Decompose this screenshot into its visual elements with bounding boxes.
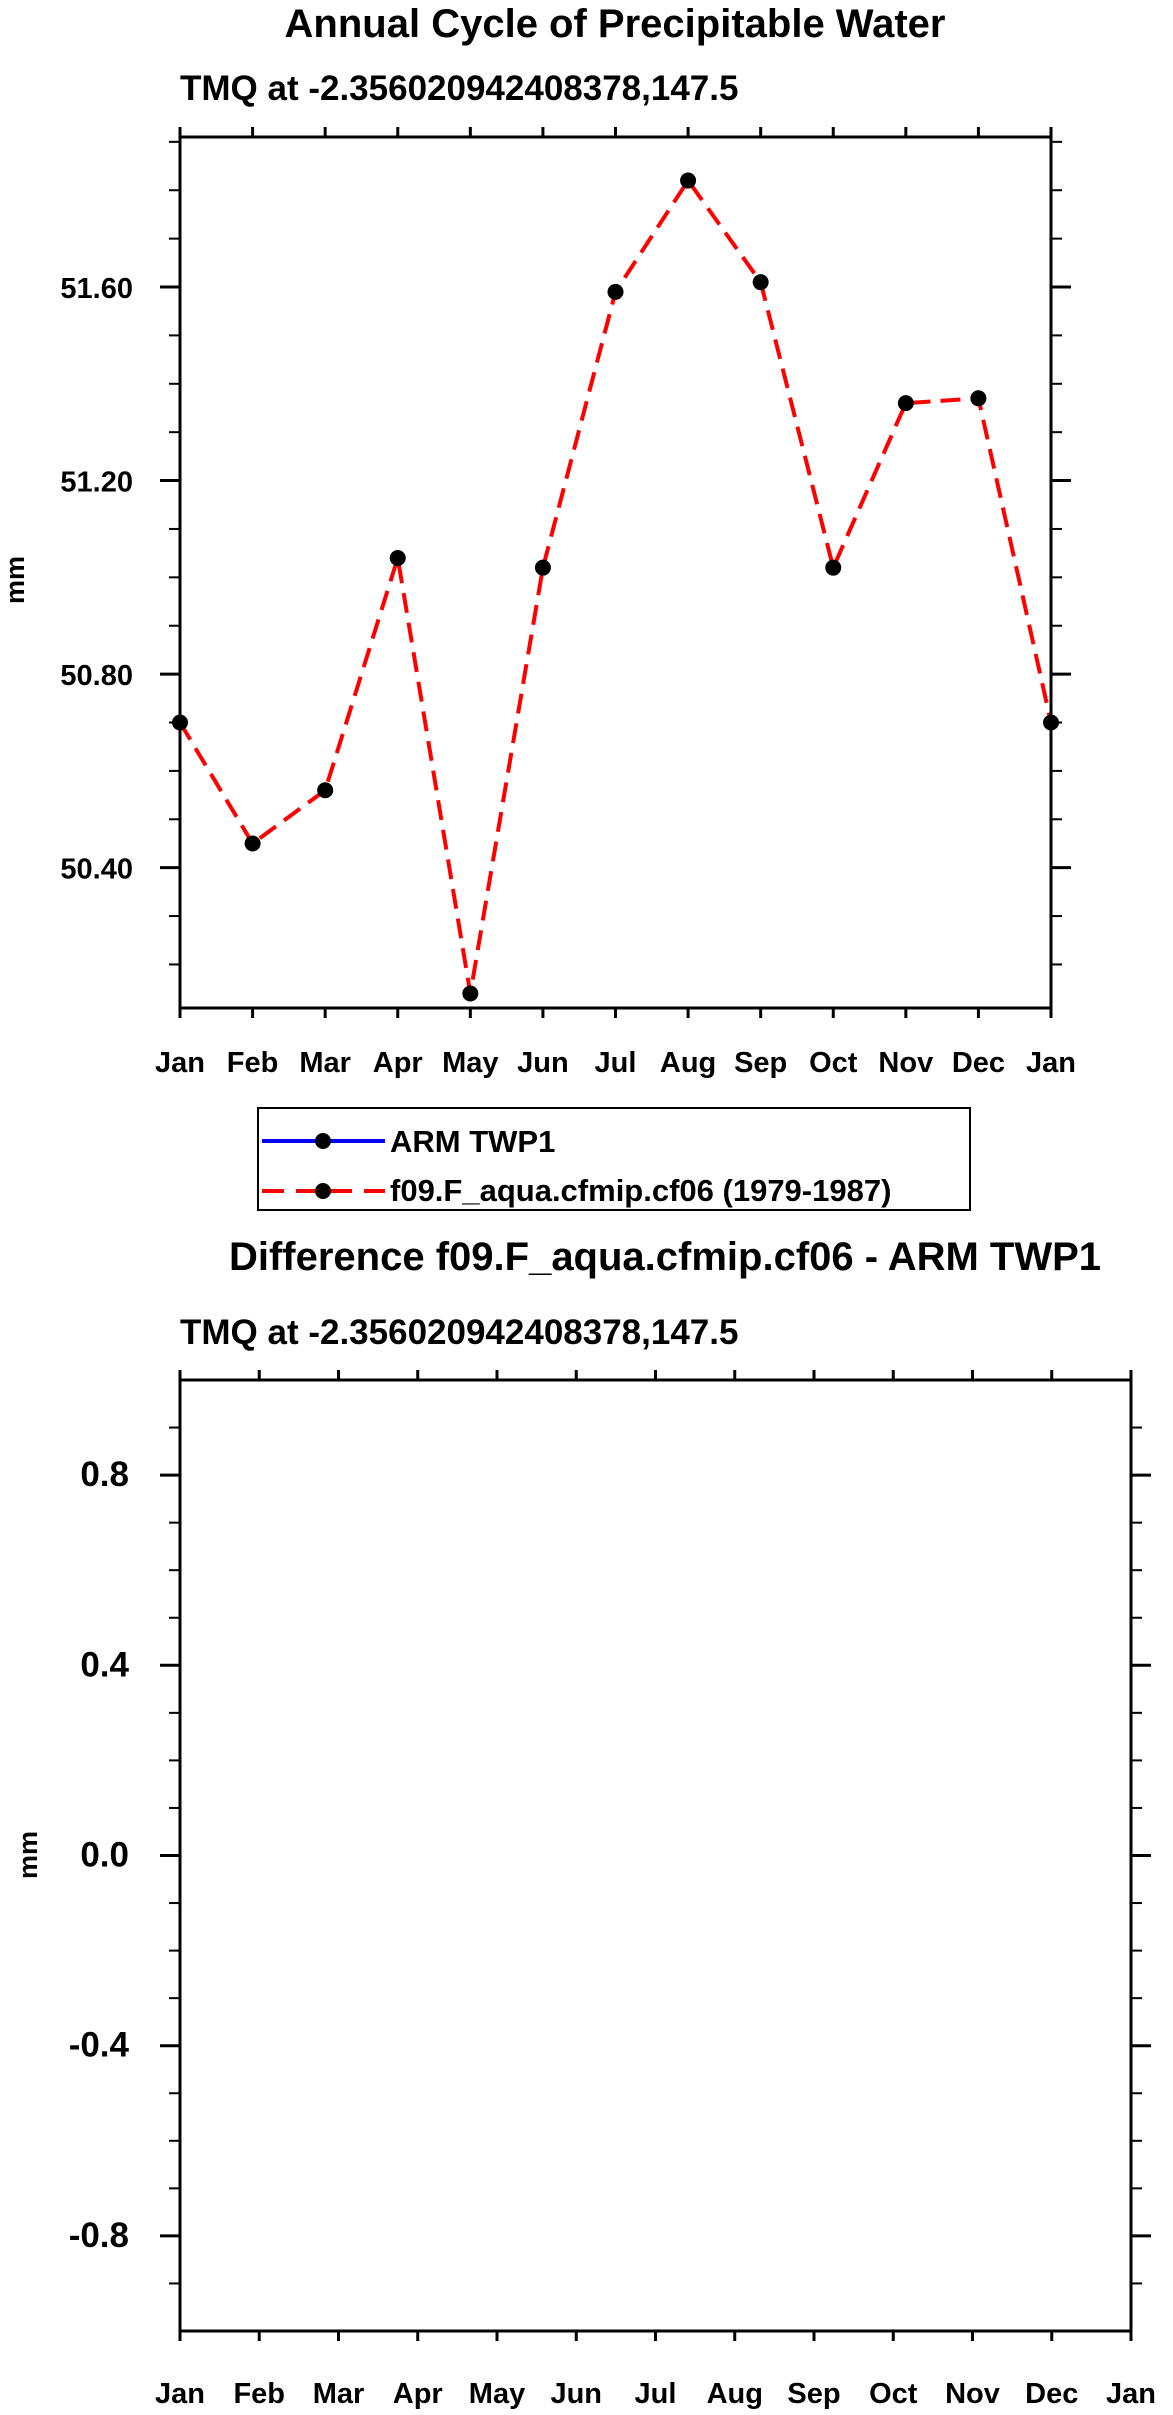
data-point: [680, 172, 697, 189]
legend-entry-arm-twp1: ARM TWP1: [262, 1124, 555, 1159]
x-tick-label: Apr: [373, 1047, 423, 1079]
data-point: [534, 559, 551, 576]
data-point: [607, 283, 624, 300]
y-tick-label: -0.8: [69, 2216, 129, 2255]
x-tick-label: Nov: [878, 1047, 933, 1079]
y-tick-label: -0.4: [69, 2026, 130, 2065]
chart1-plot-frame: [178, 135, 1053, 1010]
x-tick-label: Jul: [595, 1047, 637, 1079]
x-tick-label: May: [469, 2378, 525, 2410]
data-point: [389, 549, 406, 566]
chart2-x-tick-labels: Jan Feb Mar Apr May Jun Jul Aug Sep Oct Nov Dec Jan: [155, 2378, 1156, 2410]
y-tick-label: 50.40: [60, 854, 133, 886]
x-tick-label: Oct: [809, 1047, 858, 1079]
chart1-ticks: [160, 127, 1071, 1018]
x-tick-label: May: [442, 1047, 498, 1079]
y-tick-label: 0.0: [80, 1836, 129, 1875]
x-tick-label: Jun: [550, 2378, 602, 2410]
x-tick-label: Nov: [945, 2378, 1000, 2410]
y-tick-label: 50.80: [60, 660, 133, 692]
legend: ARM TWP1 f09.F_aqua.cfmip.cf06 (1979-198…: [257, 1107, 971, 1211]
x-tick-label: Sep: [787, 2378, 840, 2410]
x-tick-label: Jan: [155, 2378, 205, 2410]
chart-difference: Difference f09.F_aqua.cfmip.cf06 - ARM T…: [13, 1235, 1156, 2410]
x-tick-label: Jul: [635, 2378, 677, 2410]
chart1-y-tick-labels: 50.40 50.80 51.20 51.60: [60, 273, 133, 886]
y-tick-label: 0.4: [80, 1645, 129, 1684]
data-point: [244, 835, 261, 852]
legend-entry-model: f09.F_aqua.cfmip.cf06 (1979-1987): [262, 1173, 891, 1208]
chart1-title: Annual Cycle of Precipitable Water: [285, 2, 946, 46]
x-tick-label: Aug: [660, 1047, 716, 1079]
x-tick-label: Dec: [1025, 2378, 1078, 2410]
x-tick-label: Aug: [707, 2378, 763, 2410]
x-tick-label: Jan: [1106, 2378, 1156, 2410]
legend-marker-arm-twp1: [315, 1133, 331, 1149]
chart2-ylabel: mm: [13, 1831, 43, 1879]
chart2-y-tick-labels: -0.8 -0.4 0.0 0.4 0.8: [69, 1455, 130, 2255]
x-tick-label: Oct: [869, 2378, 918, 2410]
chart1-subtitle: TMQ at -2.356020942408378,147.5: [180, 69, 738, 108]
legend-marker-model: [315, 1183, 331, 1199]
chart-annual-cycle: Annual Cycle of Precipitable Water TMQ a…: [0, 2, 1076, 1079]
data-point: [970, 390, 987, 407]
legend-label-model: f09.F_aqua.cfmip.cf06 (1979-1987): [390, 1173, 891, 1208]
x-tick-label: Mar: [313, 2378, 365, 2410]
chart1-x-tick-labels: Jan Feb Mar Apr May Jun Jul Aug Sep Oct Nov Dec Jan: [155, 1047, 1076, 1079]
series-line-1: [178, 177, 1053, 994]
data-point: [897, 395, 914, 412]
legend-label-arm-twp1: ARM TWP1: [390, 1124, 555, 1159]
data-point: [752, 274, 769, 291]
x-tick-label: Jun: [517, 1047, 569, 1079]
data-point: [462, 985, 479, 1002]
x-tick-label: Jan: [1026, 1047, 1076, 1079]
x-tick-label: Sep: [734, 1047, 787, 1079]
x-tick-label: Dec: [952, 1047, 1005, 1079]
chart1-ylabel: mm: [0, 556, 30, 604]
y-tick-label: 51.20: [60, 467, 133, 499]
x-tick-label: Apr: [393, 2378, 443, 2410]
chart1-series: [172, 172, 1059, 1002]
x-tick-label: Mar: [299, 1047, 351, 1079]
chart2-plot-frame: [178, 1378, 1133, 2333]
data-point: [825, 559, 842, 576]
data-point: [317, 782, 334, 799]
x-tick-label: Feb: [227, 1047, 279, 1079]
y-tick-label: 51.60: [60, 273, 133, 305]
x-tick-label: Feb: [233, 2378, 285, 2410]
y-tick-label: 0.8: [80, 1455, 129, 1494]
chart2-title: Difference f09.F_aqua.cfmip.cf06 - ARM T…: [229, 1235, 1101, 1279]
chart2-subtitle: TMQ at -2.356020942408378,147.5: [180, 1313, 738, 1352]
chart2-ticks: [160, 1370, 1151, 2341]
x-tick-label: Jan: [155, 1047, 205, 1079]
